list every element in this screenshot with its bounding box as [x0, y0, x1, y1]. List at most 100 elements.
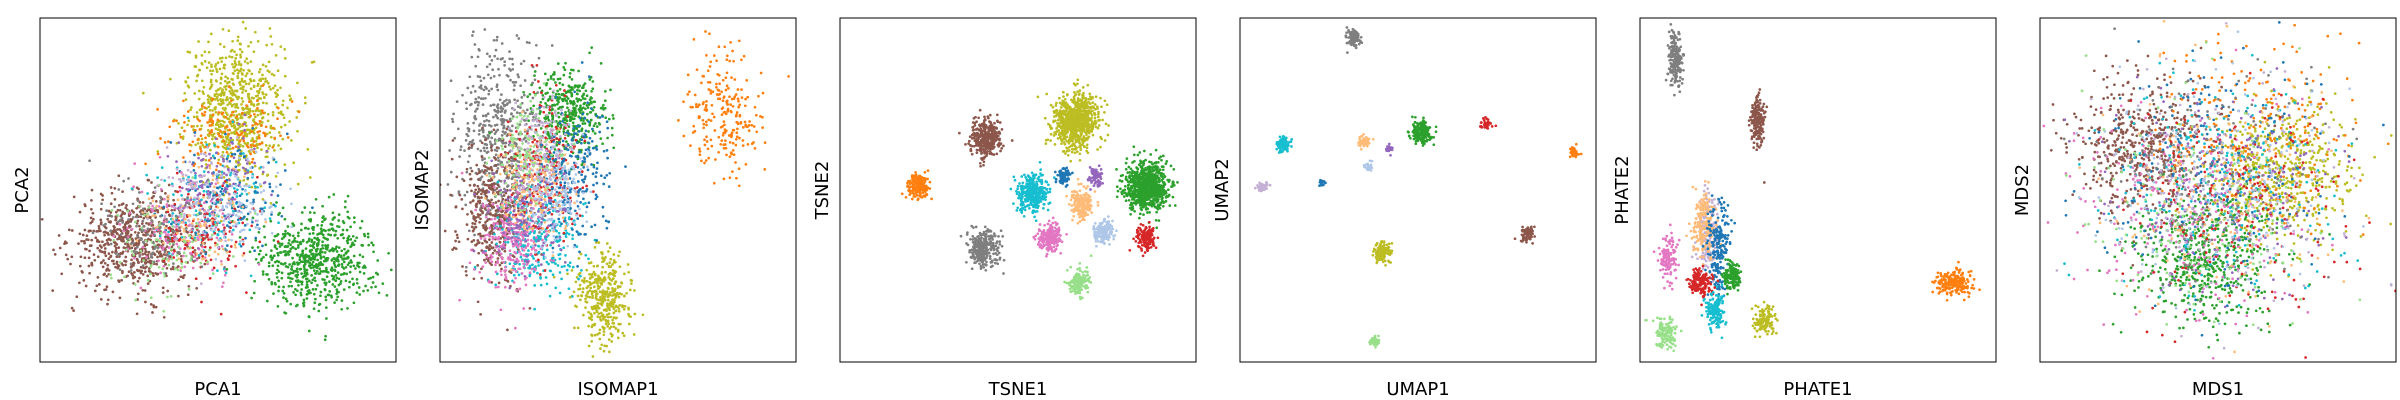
point: [177, 257, 181, 261]
point: [480, 196, 483, 199]
point: [214, 111, 218, 114]
point: [256, 213, 259, 216]
point: [335, 276, 339, 280]
point: [206, 192, 209, 196]
point: [275, 259, 279, 263]
point: [117, 174, 121, 178]
point: [498, 240, 502, 244]
points: [440, 28, 790, 358]
point: [315, 243, 319, 246]
point: [500, 261, 504, 265]
point: [222, 232, 225, 235]
point: [488, 55, 492, 58]
point: [152, 194, 155, 198]
point: [221, 107, 225, 110]
point: [200, 112, 204, 116]
point: [65, 241, 68, 245]
point: [233, 50, 236, 54]
point: [594, 122, 597, 125]
point: [275, 201, 278, 204]
point: [222, 172, 226, 175]
point: [296, 246, 300, 249]
point: [612, 146, 616, 150]
point: [209, 191, 212, 194]
point: [560, 123, 563, 127]
point: [216, 205, 220, 209]
point: [72, 195, 76, 199]
point: [342, 254, 346, 257]
point: [168, 242, 172, 246]
point: [152, 305, 156, 309]
point: [588, 122, 592, 126]
point: [479, 122, 482, 126]
point: [205, 66, 209, 70]
point: [212, 266, 216, 270]
point: [223, 269, 227, 273]
point: [137, 243, 140, 246]
point: [208, 276, 212, 280]
point: [124, 255, 128, 259]
point: [224, 56, 228, 60]
point: [597, 279, 601, 282]
point: [109, 220, 112, 223]
point: [123, 259, 126, 263]
point: [522, 59, 526, 63]
point: [166, 238, 170, 242]
point: [125, 204, 128, 207]
point: [102, 224, 106, 227]
point: [267, 278, 271, 281]
point: [492, 206, 496, 209]
point: [166, 210, 170, 214]
point: [95, 284, 99, 288]
point: [194, 209, 198, 213]
point: [362, 232, 366, 236]
point: [477, 187, 481, 191]
point: [487, 135, 491, 138]
point: [187, 202, 191, 206]
point: [206, 94, 210, 98]
point: [131, 276, 135, 280]
point: [337, 277, 341, 281]
point: [510, 57, 514, 61]
point: [289, 187, 292, 191]
point: [155, 184, 159, 188]
point: [324, 257, 327, 261]
point: [287, 284, 291, 288]
point: [219, 155, 223, 159]
point: [591, 80, 595, 83]
point: [215, 151, 219, 155]
point: [271, 86, 275, 90]
point: [194, 238, 197, 242]
point: [318, 267, 322, 271]
point: [356, 263, 359, 267]
point: [198, 128, 202, 131]
point: [289, 280, 292, 284]
point: [221, 247, 225, 251]
point: [272, 144, 276, 147]
point: [81, 271, 84, 274]
point: [517, 37, 521, 40]
point: [296, 234, 300, 238]
point: [251, 157, 255, 161]
point: [193, 259, 197, 263]
point: [219, 94, 223, 97]
point: [180, 265, 184, 269]
point: [266, 112, 270, 116]
point: [241, 100, 245, 103]
point: [464, 139, 468, 142]
point: [551, 114, 555, 117]
point: [271, 126, 275, 130]
point: [138, 276, 141, 280]
point: [347, 285, 351, 289]
point: [193, 65, 197, 68]
point: [563, 118, 567, 122]
point: [303, 272, 307, 275]
point: [165, 233, 168, 236]
point: [229, 49, 233, 53]
point: [227, 217, 231, 220]
point: [264, 80, 267, 83]
point: [490, 136, 494, 140]
point: [101, 198, 104, 202]
point: [78, 264, 82, 268]
point: [541, 94, 545, 97]
